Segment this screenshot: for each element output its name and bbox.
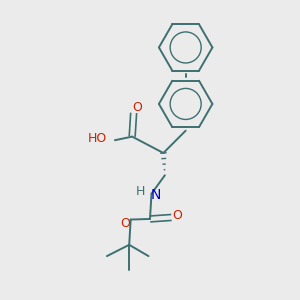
Text: H: H [136, 185, 145, 198]
Text: O: O [172, 209, 182, 223]
Text: N: N [150, 188, 161, 203]
Text: HO: HO [87, 132, 106, 145]
Text: O: O [133, 101, 142, 114]
Text: O: O [120, 217, 130, 230]
